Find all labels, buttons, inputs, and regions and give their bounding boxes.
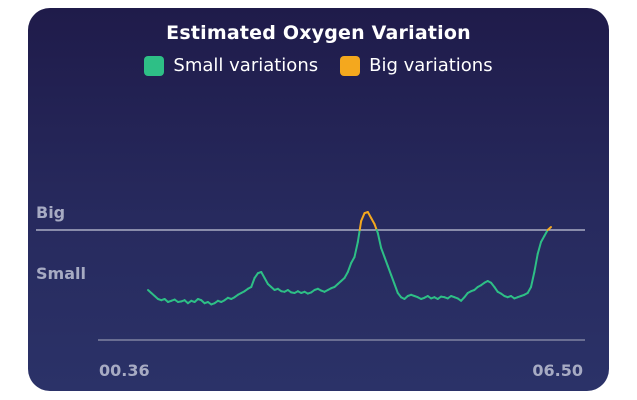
- y-label-big: Big: [36, 203, 65, 222]
- series-line-segment-60: [346, 262, 353, 273]
- series-group: [147, 211, 552, 306]
- series-line-segment-117: [530, 271, 536, 288]
- series-line-segment-120: [540, 235, 546, 243]
- chart-legend: Small variations Big variations: [28, 55, 609, 76]
- series-line-segment-119: [536, 241, 543, 255]
- series-line-segment-62: [353, 241, 359, 258]
- series-line-segment-68: [370, 217, 376, 225]
- series-line-segment-31: [250, 277, 256, 288]
- legend-item-big: Big variations: [340, 55, 493, 76]
- series-line-segment-61: [350, 256, 356, 264]
- legend-swatch-small: [144, 55, 165, 76]
- series-line-segment-73: [383, 256, 389, 267]
- x-tick-label-start: 00.36: [99, 361, 150, 380]
- legend-label-small: Small variations: [173, 55, 319, 76]
- series-line-segment-59: [343, 271, 349, 279]
- series-line-segment-63: [356, 229, 361, 243]
- legend-label-big: Big variations: [369, 55, 493, 76]
- series-line-segment-71: [376, 232, 383, 249]
- series-line-segment-76: [393, 283, 399, 294]
- y-label-small: Small: [36, 264, 86, 283]
- series-line-segment-34: [260, 271, 266, 279]
- series-line-segment-69: [373, 223, 378, 231]
- legend-item-small: Small variations: [144, 55, 318, 76]
- legend-swatch-big: [340, 55, 361, 76]
- x-tick-label-end: 06.50: [532, 361, 583, 380]
- series-line-segment-64: [358, 220, 363, 231]
- series-line-segment-67: [366, 211, 373, 219]
- series-line-segment-118: [533, 253, 539, 273]
- series-line-segment-72: [380, 247, 386, 258]
- series-line-segment-75: [390, 274, 396, 285]
- series-line-segment-65: [360, 212, 366, 222]
- chart-card: Estimated Oxygen Variation Small variati…: [28, 8, 609, 391]
- series-line-segment-35: [263, 277, 269, 285]
- series-line-segment-74: [386, 265, 393, 276]
- chart-title: Estimated Oxygen Variation: [166, 22, 471, 44]
- series-line-segment-116: [526, 286, 533, 294]
- series-line-segment-122: [546, 226, 552, 231]
- series-line-segment-121: [543, 229, 549, 237]
